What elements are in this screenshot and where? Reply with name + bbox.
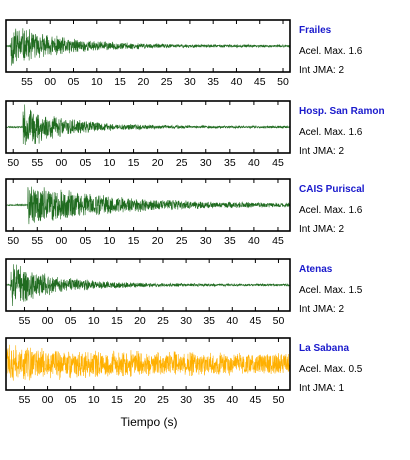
waveform-trace (5, 264, 291, 307)
x-tick-label: 05 (68, 76, 80, 88)
x-tick-label: 10 (104, 157, 116, 169)
x-tick-label: 50 (7, 235, 19, 247)
x-tick-label: 25 (157, 394, 169, 406)
station-name: Frailes (299, 25, 332, 36)
x-tick-label: 00 (56, 157, 68, 169)
x-tick-label: 45 (250, 394, 262, 406)
x-tick-label: 30 (180, 315, 192, 327)
x-tick-label: 55 (21, 76, 33, 88)
acel-max-label: Acel. Max. 1.6 (299, 127, 363, 138)
x-tick-label: 45 (250, 315, 262, 327)
x-tick-label: 30 (200, 157, 212, 169)
x-tick-label: 40 (231, 76, 243, 88)
int-jma-label: Int JMA: 2 (299, 146, 344, 157)
x-tick-label: 15 (128, 235, 140, 247)
waveform-trace (5, 104, 291, 146)
x-tick-label: 05 (80, 157, 92, 169)
x-tick-label: 20 (152, 157, 164, 169)
x-tick-label: 30 (180, 394, 192, 406)
x-tick-label: 25 (176, 235, 188, 247)
panel-frame (5, 100, 291, 154)
x-tick-label: 55 (19, 394, 31, 406)
x-tick-label: 20 (138, 76, 150, 88)
x-tick-label: 05 (65, 394, 77, 406)
x-tick-label: 05 (65, 315, 77, 327)
x-tick-label: 25 (176, 157, 188, 169)
x-tick-label: 35 (224, 235, 236, 247)
panel-1: 55 00 05 10 15 20 25 30 35 40 45 50 Frailes Acel. Max… (5, 19, 363, 88)
x-tick-label: 00 (44, 76, 56, 88)
x-tick-label: 35 (203, 394, 215, 406)
panel-3: 50 55 00 05 10 15 20 25 30 35 40 45 CAIS Puriscal Ace… (5, 178, 365, 247)
int-jma-label: Int JMA: 2 (299, 224, 344, 235)
panel-5: 55 00 05 10 15 20 25 30 35 40 45 50 La Sabana Acel. M… (5, 337, 363, 406)
x-tick-label: 15 (111, 315, 123, 327)
x-tick-label: 45 (254, 76, 266, 88)
int-jma-label: Int JMA: 1 (299, 383, 344, 394)
int-jma-label: Int JMA: 2 (299, 304, 344, 315)
acel-max-label: Acel. Max. 1.6 (299, 46, 363, 57)
x-tick-label: 20 (134, 315, 146, 327)
x-tick-label: 10 (104, 235, 116, 247)
x-tick-label: 55 (19, 315, 31, 327)
x-tick-label: 30 (184, 76, 196, 88)
waveform-trace (5, 344, 291, 381)
x-tick-label: 30 (200, 235, 212, 247)
x-tick-label: 35 (224, 157, 236, 169)
x-tick-label: 35 (207, 76, 219, 88)
panel-4: 55 00 05 10 15 20 25 30 35 40 45 50 Atenas Acel. Max.… (5, 258, 363, 327)
x-axis-label: Tiempo (s) (121, 415, 178, 429)
acel-max-label: Acel. Max. 1.6 (299, 205, 363, 216)
x-tick-label: 10 (88, 394, 100, 406)
x-tick-label: 25 (157, 315, 169, 327)
x-tick-label: 45 (272, 157, 284, 169)
x-tick-label: 00 (56, 235, 68, 247)
x-tick-label: 15 (114, 76, 126, 88)
x-tick-label: 55 (31, 235, 43, 247)
x-tick-label: 40 (226, 315, 238, 327)
x-tick-label: 20 (134, 394, 146, 406)
station-name: CAIS Puriscal (299, 184, 365, 195)
panels-group: 55 00 05 10 15 20 25 30 35 40 45 50 Frailes Acel. Max… (5, 19, 385, 406)
x-tick-label: 50 (273, 315, 285, 327)
x-tick-label: 20 (152, 235, 164, 247)
station-name: Atenas (299, 264, 333, 275)
x-tick-label: 35 (203, 315, 215, 327)
station-name: Hosp. San Ramon (299, 106, 385, 117)
panel-frame (5, 19, 291, 73)
acel-max-label: Acel. Max. 1.5 (299, 285, 363, 296)
station-name: La Sabana (299, 343, 349, 354)
x-tick-label: 40 (248, 157, 260, 169)
x-tick-label: 15 (111, 394, 123, 406)
panel-frame (5, 258, 291, 312)
waveform-trace (6, 186, 291, 225)
waveform-trace (5, 28, 291, 66)
panel-2: 50 55 00 05 10 15 20 25 30 35 40 45 Hosp. San Ramon A… (5, 100, 385, 169)
panel-frame (5, 178, 291, 232)
x-tick-label: 00 (42, 315, 54, 327)
x-tick-label: 05 (80, 235, 92, 247)
x-tick-label: 25 (161, 76, 173, 88)
x-tick-label: 45 (272, 235, 284, 247)
x-tick-label: 50 (277, 76, 289, 88)
x-tick-label: 10 (88, 315, 100, 327)
x-tick-label: 50 (7, 157, 19, 169)
x-tick-label: 50 (273, 394, 285, 406)
x-tick-label: 00 (42, 394, 54, 406)
int-jma-label: Int JMA: 2 (299, 65, 344, 76)
x-tick-label: 40 (226, 394, 238, 406)
panel-frame (5, 337, 291, 391)
acel-max-label: Acel. Max. 0.5 (299, 364, 363, 375)
x-tick-label: 40 (248, 235, 260, 247)
x-tick-label: 15 (128, 157, 140, 169)
x-tick-label: 10 (91, 76, 103, 88)
x-tick-label: 55 (31, 157, 43, 169)
